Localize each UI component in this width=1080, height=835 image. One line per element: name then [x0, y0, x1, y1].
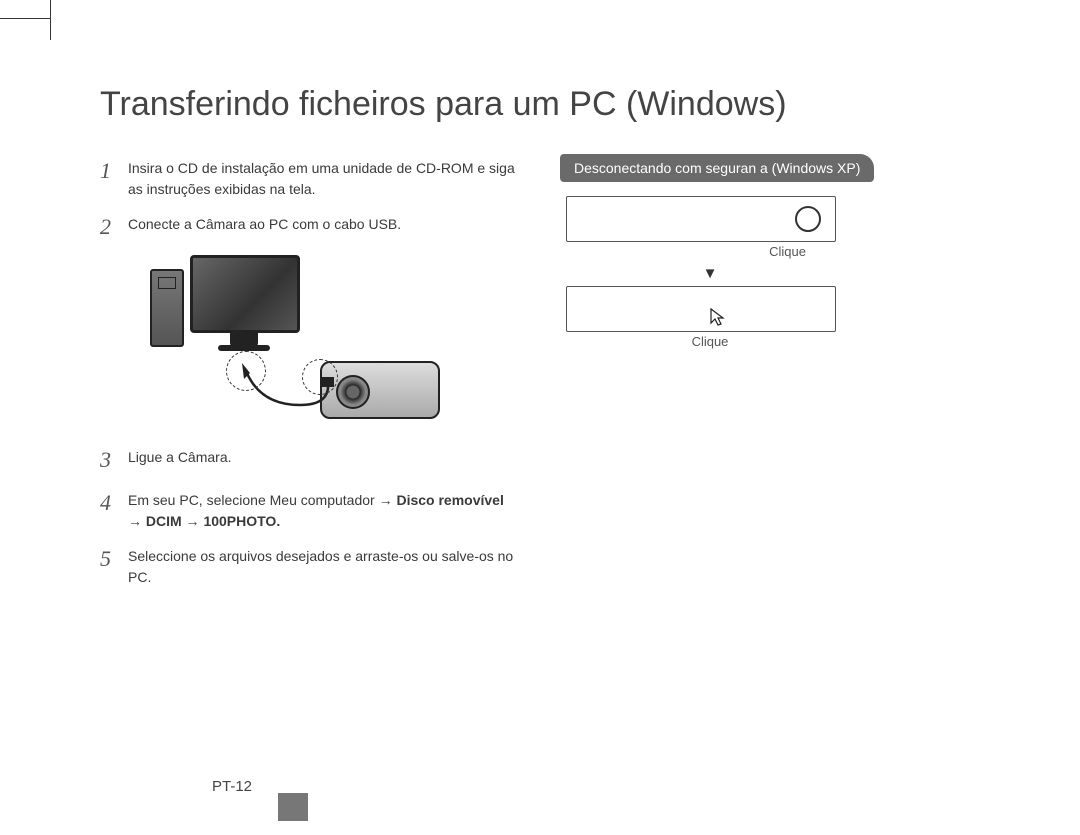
popup-box	[566, 286, 836, 332]
highlight-circle-icon	[302, 359, 338, 395]
page-content: Transferindo ficheiros para um PC (Windo…	[100, 85, 1000, 775]
step-text: Insira o CD de instalação em uma unidade…	[128, 154, 520, 200]
step-2: 2 Conecte a Câmara ao PC com o cabo USB.	[100, 210, 520, 243]
step-number: 5	[100, 542, 128, 575]
connection-illustration	[130, 255, 450, 425]
left-column: 1 Insira o CD de instalação em uma unida…	[100, 154, 520, 598]
step-number: 3	[100, 443, 128, 476]
cursor-icon	[709, 307, 727, 332]
step-number: 1	[100, 154, 128, 187]
step-4: 4 Em seu PC, selecione Meu computador → …	[100, 486, 520, 532]
tray-icon-circle	[795, 206, 821, 232]
two-column-layout: 1 Insira o CD de instalação em uma unida…	[100, 154, 1000, 598]
right-column: Desconectando com seguran a (Windows XP)…	[560, 154, 1000, 598]
arrow-down-icon: ▼	[610, 259, 810, 286]
highlight-circle-icon	[226, 351, 266, 391]
step-number: 2	[100, 210, 128, 243]
step-3: 3 Ligue a Câmara.	[100, 443, 520, 476]
page-tab-marker	[278, 793, 308, 821]
step4-prefix: Em seu PC, selecione Meu computador →	[128, 492, 396, 508]
click-label: Clique	[566, 244, 836, 259]
page-number: PT-12	[212, 778, 252, 795]
step-text: Ligue a Câmara.	[128, 443, 520, 468]
step-number: 4	[100, 486, 128, 519]
step-5: 5 Seleccione os arquivos desejados e arr…	[100, 542, 520, 588]
step-text: Em seu PC, selecione Meu computador → Di…	[128, 486, 520, 532]
crop-mark-horizontal	[0, 18, 50, 19]
taskbar-box	[566, 196, 836, 242]
step-text: Conecte a Câmara ao PC com o cabo USB.	[128, 210, 520, 235]
usb-cable-icon	[130, 255, 450, 425]
step-text: Seleccione os arquivos desejados e arras…	[128, 542, 520, 588]
crop-mark-vertical	[50, 0, 51, 40]
click-label: Clique	[610, 334, 810, 349]
disconnect-heading: Desconectando com seguran a (Windows XP)	[560, 154, 874, 182]
page-title: Transferindo ficheiros para um PC (Windo…	[100, 85, 1000, 124]
step-1: 1 Insira o CD de instalação em uma unida…	[100, 154, 520, 200]
